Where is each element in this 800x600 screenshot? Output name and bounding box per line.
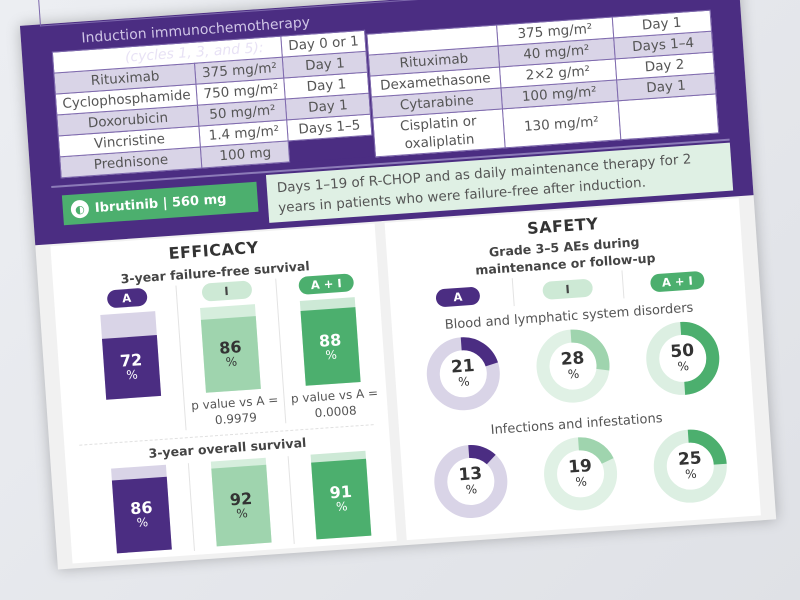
- cell: [617, 93, 719, 140]
- bar-fill-1: 86%: [200, 316, 261, 393]
- divider: [621, 270, 625, 299]
- bar-fill-2: 91%: [311, 458, 372, 540]
- bar-fill-1: 92%: [211, 464, 272, 547]
- bar-unit: %: [225, 354, 238, 370]
- arm-pill-0: A: [435, 286, 481, 308]
- empty-cell: [288, 135, 374, 162]
- bar-1: 92%: [210, 457, 272, 547]
- donut-svg: [646, 321, 720, 395]
- bar-value: 92: [229, 488, 253, 510]
- donut-svg: [434, 445, 508, 519]
- safety-panel: SAFETY Grade 3–5 AEs during maintenance …: [384, 198, 761, 541]
- donut-1: 19%: [540, 433, 621, 514]
- donut-1: 28%: [532, 326, 613, 407]
- divider: [175, 285, 187, 431]
- bar-unit: %: [324, 347, 338, 362]
- rchop-table: R-CHOP (cycles 1, 3, and 5): Day 0 or 1 R…: [52, 30, 374, 179]
- bar-0: 72%: [100, 311, 162, 400]
- bar-fill-2: 88%: [300, 307, 361, 386]
- p-value: p value vs A = 0.0008: [290, 385, 379, 421]
- arm-pill-1: I: [200, 280, 253, 302]
- bar-unit: %: [335, 499, 348, 515]
- arm-pill-2: A + I: [298, 273, 355, 296]
- ibrutinib-dose: Ibrutinib | 560 mg: [94, 191, 227, 216]
- cell: Cisplatin or oxaliplatin: [372, 108, 506, 157]
- arm-pill-1: I: [542, 278, 594, 301]
- donut-arc: [426, 337, 500, 411]
- donut-unit: %: [574, 474, 588, 490]
- cell: 130 mg/m²: [502, 100, 621, 148]
- bar-2: 88%: [299, 297, 361, 386]
- donut-label: 19%: [540, 433, 621, 514]
- divider: [511, 278, 515, 307]
- donut-arc: [653, 429, 727, 503]
- donut-unit: %: [677, 359, 690, 374]
- donut-2: 50%: [642, 318, 723, 399]
- donut-unit: %: [465, 482, 478, 497]
- donut-svg: [544, 437, 618, 511]
- donut-2: 25%: [650, 426, 731, 507]
- donut-0: 21%: [423, 333, 504, 414]
- bar-unit: %: [125, 367, 139, 383]
- donut-label: 21%: [423, 333, 504, 414]
- divider: [187, 463, 196, 551]
- bar-2: 91%: [310, 450, 372, 540]
- donut-svg: [653, 429, 727, 503]
- donut-0: 13%: [430, 441, 511, 522]
- infographic-card: Induction immunochemotherapy R-CHOP (cyc…: [19, 0, 777, 570]
- donut-label: 50%: [642, 318, 723, 399]
- donut-label: 25%: [650, 426, 731, 507]
- donut-unit: %: [567, 366, 580, 382]
- donut-arc: [434, 445, 508, 519]
- rchop-title: R-CHOP: [59, 49, 121, 71]
- bar-unit: %: [235, 506, 249, 521]
- donut-arc: [536, 329, 610, 403]
- bar-fill-0: 86%: [111, 476, 172, 554]
- donut-arc: [544, 437, 618, 511]
- bar-fill-0: 72%: [101, 334, 162, 400]
- donut-unit: %: [684, 466, 698, 482]
- rdhap-table: R-DHAP 375 mg/m² Day 1 Rituximab 40 mg/m² Da…: [366, 10, 719, 158]
- donut-arc: [646, 321, 720, 395]
- arm-pill-2: A + I: [649, 270, 705, 293]
- pill-icon: ◐: [70, 199, 90, 219]
- p-value: p value vs A = 0.9979: [190, 392, 279, 428]
- donut-svg: [426, 337, 500, 411]
- bar-unit: %: [136, 515, 149, 531]
- donut-label: 28%: [532, 326, 613, 407]
- arm-pill-0: A: [106, 287, 148, 309]
- bar-1: 86%: [200, 304, 261, 393]
- bar-0: 86%: [111, 464, 172, 554]
- bar-value: 88: [318, 329, 342, 351]
- ibrutinib-label: ◐ Ibrutinib | 560 mg: [61, 181, 259, 226]
- donut-unit: %: [457, 374, 471, 390]
- donut-label: 13%: [430, 441, 511, 522]
- donut-svg: [536, 329, 610, 403]
- divider: [287, 456, 295, 545]
